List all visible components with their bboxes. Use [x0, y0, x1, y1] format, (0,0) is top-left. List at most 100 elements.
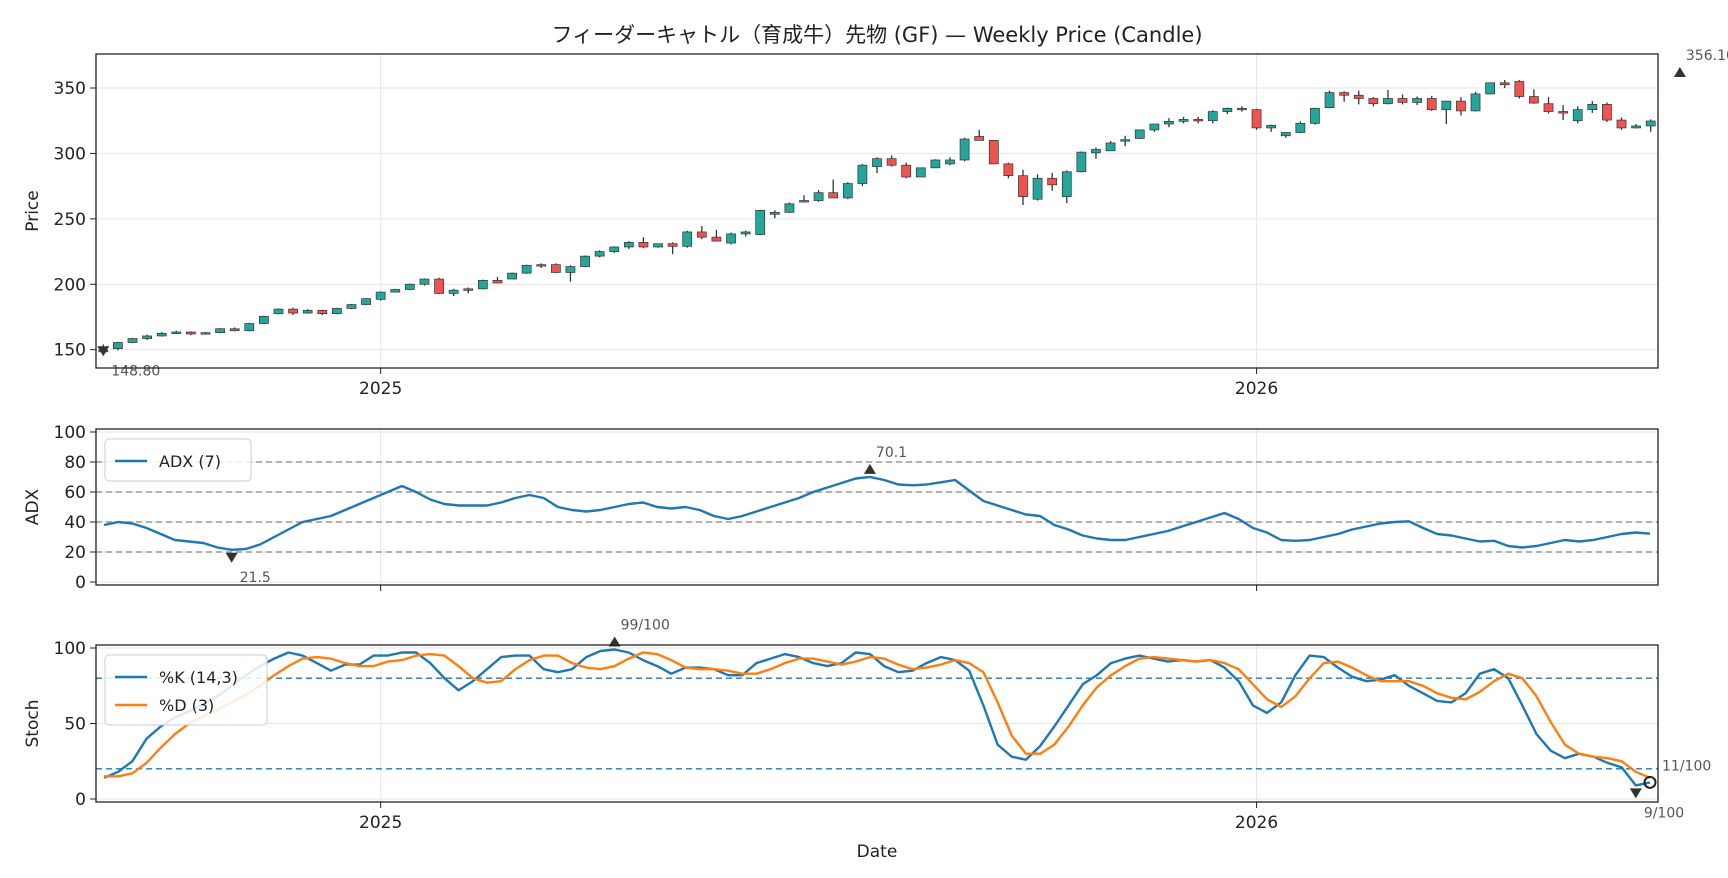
candle-body — [1353, 94, 1364, 99]
candle-body — [1061, 171, 1072, 197]
candle-body — [1324, 92, 1335, 108]
adx-annotation: 21.5 — [240, 570, 271, 586]
candle-body — [215, 328, 225, 334]
candle-body — [988, 140, 999, 165]
candle-body — [1572, 109, 1583, 122]
candle-body — [390, 289, 401, 293]
candle-body — [1631, 125, 1641, 129]
candle-body — [404, 283, 415, 290]
candle-body — [507, 272, 517, 280]
candle-body — [1558, 111, 1568, 114]
candle-body — [361, 298, 371, 305]
candle-body — [492, 279, 503, 284]
legend-box — [104, 654, 268, 726]
candle-body — [229, 328, 240, 332]
candle-body — [959, 138, 970, 161]
candle-body — [667, 243, 678, 247]
candle-body — [769, 211, 780, 215]
candle-body — [1134, 129, 1145, 139]
candle-body — [1470, 93, 1481, 112]
candle-body — [638, 242, 649, 248]
adx-y-axis-label: ADX — [23, 488, 43, 525]
candle-body — [550, 264, 561, 273]
candle-body — [463, 288, 474, 291]
stoch-frame — [95, 644, 1659, 803]
candle-body — [974, 136, 985, 141]
stoch-y-tick-label: 100 — [54, 639, 86, 659]
adx-frame — [95, 428, 1659, 586]
adx-annotation: 70.1 — [876, 445, 907, 461]
candle-body — [171, 331, 182, 334]
candle-body — [1047, 177, 1058, 186]
candle-body — [1003, 163, 1014, 177]
stoch-legend: %K (14,3) %D (3) — [104, 654, 268, 726]
candle-body — [580, 255, 590, 267]
candle-body — [842, 183, 853, 199]
candle-body — [288, 308, 298, 314]
price-y-axis-label: Price — [23, 190, 43, 231]
candle-body — [142, 335, 152, 339]
candle-body — [1412, 98, 1423, 103]
candle-body — [1383, 98, 1393, 105]
candle-body — [755, 209, 766, 235]
candle-body — [1543, 103, 1554, 112]
candle-body — [565, 266, 576, 273]
candle-body — [1441, 100, 1452, 110]
candle-body — [1529, 96, 1539, 104]
candle-body — [113, 342, 123, 349]
candle-body — [521, 264, 532, 274]
candle-body — [828, 192, 839, 199]
candle-body — [1426, 98, 1437, 110]
candle-body — [1397, 98, 1408, 103]
stoch-marker-down — [1629, 788, 1642, 799]
candle-body — [244, 323, 255, 332]
candle-body — [1514, 81, 1525, 97]
candle-body — [1295, 122, 1306, 133]
adx-series-line-0 — [103, 475, 1651, 551]
candle-body — [1280, 132, 1291, 137]
stoch-y-axis-label: Stoch — [23, 700, 43, 748]
candle-body — [799, 200, 809, 203]
price-y-tick-label: 350 — [54, 79, 86, 99]
price-annotation: 356.10 — [1686, 48, 1728, 64]
candle-body — [857, 164, 868, 184]
price-frame — [95, 53, 1659, 369]
candle-body — [273, 308, 284, 315]
price-y-tick-label: 250 — [54, 210, 86, 230]
candle-body — [1120, 139, 1131, 142]
candle-body — [1485, 82, 1495, 95]
stoch-annotation: 11/100 — [1662, 758, 1711, 774]
adx-marker-up — [863, 463, 876, 474]
candle-body — [711, 236, 722, 242]
price-annotation: 148.80 — [111, 363, 160, 379]
candle-body — [317, 310, 328, 315]
candle-body — [594, 251, 605, 257]
candle-body — [886, 158, 897, 166]
candle-body — [1222, 107, 1233, 112]
candle-body — [1602, 104, 1612, 121]
candle-body — [448, 289, 459, 294]
stoch-annotation: 9/100 — [1644, 805, 1684, 821]
candle-body — [1499, 82, 1510, 86]
stoch-marker-circle — [1643, 775, 1657, 789]
price-panel: 2025 2026 150 200 250 300 350 Price 148.80 356.10… — [23, 48, 1728, 399]
candle-body — [1018, 175, 1028, 197]
adx-marker-down — [225, 552, 238, 563]
candle-body — [872, 158, 882, 167]
chart-title: フィーダーキャトル（育成牛）先物 (GF) — Weekly Price (Ca… — [551, 23, 1202, 47]
price-y-tick-label: 200 — [54, 275, 86, 295]
candle-body — [740, 231, 751, 235]
adx-y-tick-label: 60 — [64, 483, 86, 503]
candle-body — [1237, 107, 1247, 111]
candle-body — [477, 279, 488, 290]
candle-body — [419, 278, 430, 285]
candle-body — [1091, 149, 1101, 154]
candle-body — [375, 291, 386, 300]
candle-body — [259, 315, 269, 324]
legend-entry: %K (14,3) — [159, 668, 238, 687]
price-marker-up — [1673, 67, 1686, 78]
legend-box — [104, 438, 252, 482]
candle-body — [813, 192, 824, 201]
stoch-panel: 2025 2026 0 50 100 Stoch Date 99/100 9/100 11/100… — [23, 618, 1711, 862]
